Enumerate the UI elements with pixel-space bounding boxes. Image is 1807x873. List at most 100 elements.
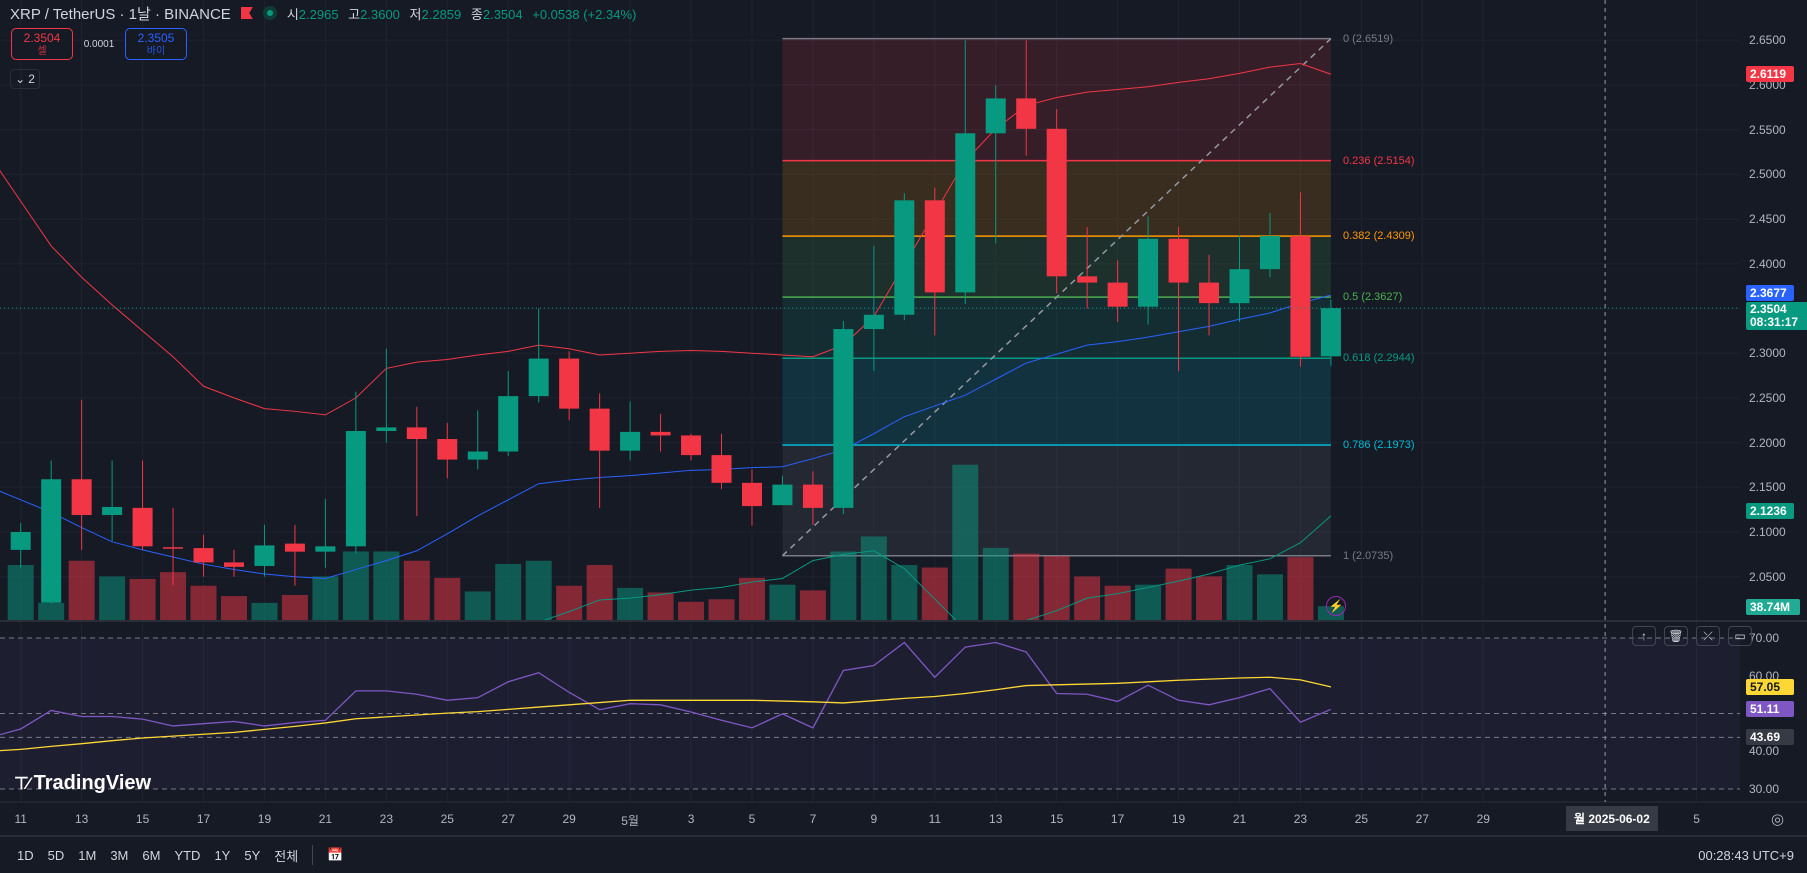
- time-axis-label: 7: [809, 812, 817, 826]
- range-1m[interactable]: 1M: [78, 847, 97, 863]
- candle-body: [193, 548, 214, 563]
- range-5d[interactable]: 5D: [47, 847, 65, 863]
- volume-bar: [678, 601, 705, 620]
- volume-bar: [1196, 576, 1223, 620]
- collapse-pane-button[interactable]: ⤫: [1696, 626, 1720, 646]
- rsi-line-tag: 43.69: [1746, 729, 1794, 746]
- volume-bar: [190, 585, 217, 620]
- range-all[interactable]: 전체: [274, 848, 299, 864]
- volume-bar: [434, 577, 461, 620]
- sell-label: 셀: [37, 46, 47, 57]
- candle-body: [833, 329, 854, 508]
- time-axis-label: 25: [1354, 812, 1369, 826]
- candle-body: [620, 431, 641, 451]
- candle-body: [10, 532, 31, 550]
- candle-body: [650, 431, 671, 436]
- time-axis-label: 19: [257, 812, 272, 826]
- time-axis-label: 5: [748, 812, 756, 826]
- volume-bar: [373, 551, 400, 620]
- volume-bar: [403, 560, 430, 620]
- fib-level-label: 0.382 (2.4309): [1343, 230, 1415, 243]
- rsi-value-tag: 51.11: [1746, 701, 1794, 718]
- range-1y[interactable]: 1Y: [214, 847, 231, 863]
- range-6m[interactable]: 6M: [142, 847, 161, 863]
- candle-body: [1138, 238, 1159, 307]
- settings-icon[interactable]: ◎: [1771, 811, 1785, 828]
- volume-bar: [921, 567, 948, 620]
- volume-bar: [1135, 584, 1162, 620]
- maximize-pane-button[interactable]: ▭: [1728, 626, 1752, 646]
- chevron-down-icon: ⌄: [15, 72, 26, 86]
- rsi-ma-line: [0, 676, 1332, 752]
- volume-bar: [464, 591, 491, 620]
- candle-body: [1107, 282, 1128, 307]
- volume-bar: [1013, 553, 1040, 620]
- range-5y[interactable]: 5Y: [244, 847, 261, 863]
- volume-bar: [38, 602, 65, 620]
- time-axis-label: 13: [989, 812, 1003, 826]
- symbol-header: XRP / TetherUS · 1날 · BINANCE 시2.2965 고2…: [10, 2, 642, 24]
- price-axis-label: 2.5000: [1749, 167, 1786, 182]
- range-3m[interactable]: 3M: [110, 847, 129, 863]
- time-axis-label: 21: [318, 812, 333, 826]
- bb-upper-line: [0, 63, 1332, 416]
- sell-button[interactable]: 2.3504 셀: [11, 28, 73, 60]
- calendar-icon[interactable]: 📅: [327, 847, 344, 862]
- fib-level-label: 0.5 (2.3627): [1343, 291, 1403, 304]
- rsi-ma-tag: 57.05: [1746, 678, 1794, 695]
- volume-bar: [1043, 556, 1070, 620]
- candle-body: [1259, 236, 1280, 270]
- volume-bar: [1256, 574, 1283, 620]
- volume-bar: [1165, 568, 1192, 620]
- volume-bar: [525, 560, 552, 620]
- price-chart[interactable]: [0, 0, 1807, 835]
- range-1d[interactable]: 1D: [17, 847, 34, 863]
- bar-countdown: 08:31:17: [1750, 315, 1799, 330]
- indicator-count: 2: [28, 72, 35, 86]
- candle-body: [1077, 276, 1098, 283]
- fib-level-label: 0.618 (2.2944): [1343, 352, 1415, 365]
- tradingview-logo[interactable]: ⊤⁄ TradingView: [14, 772, 151, 795]
- candle-body: [406, 427, 427, 440]
- volume-bar: [495, 563, 522, 620]
- lower-band-tag: 2.1236: [1746, 502, 1794, 519]
- symbol-title[interactable]: XRP / TetherUS · 1날 · BINANCE: [10, 5, 231, 23]
- candle-body: [863, 314, 884, 330]
- low-value: 2.2859: [421, 6, 462, 22]
- volume-bar: [617, 587, 644, 620]
- market-status-icon: [262, 6, 277, 20]
- move-up-button[interactable]: ↑: [1632, 626, 1656, 646]
- price-axis-label: 2.1000: [1749, 525, 1786, 539]
- close-label: 종: [470, 6, 483, 22]
- ohlc-values: 시2.2965 고2.3600 저2.2859 종2.3504 +0.0538 …: [287, 4, 643, 23]
- price-axis-label: 2.4000: [1749, 256, 1786, 271]
- lightning-icon[interactable]: ⚡: [1326, 596, 1346, 616]
- clock[interactable]: 00:28:43 UTC+9: [1698, 847, 1794, 863]
- candle-body: [772, 484, 793, 506]
- candle-body: [1320, 308, 1341, 357]
- fib-level-label: 0.236 (2.5154): [1343, 154, 1415, 167]
- volume-bar: [982, 547, 1009, 620]
- price-axis-label: 2.2500: [1749, 390, 1786, 405]
- indicators-collapse-button[interactable]: ⌄ 2: [10, 69, 40, 89]
- time-axis-label: 19: [1171, 812, 1186, 826]
- range-ytd[interactable]: YTD: [174, 847, 201, 863]
- flag-icon[interactable]: [240, 7, 253, 19]
- volume-bar: [586, 565, 613, 620]
- open-value: 2.2965: [298, 6, 339, 22]
- volume-bar: [129, 578, 156, 620]
- time-axis-label: 11: [928, 812, 942, 826]
- volume-bar: [708, 599, 735, 620]
- candle-body: [254, 545, 275, 566]
- delete-pane-button[interactable]: 🗑: [1664, 626, 1688, 646]
- buy-price: 2.3505: [137, 31, 175, 45]
- buy-button[interactable]: 2.3505 바이: [125, 28, 187, 60]
- bb-lower-line: [543, 515, 1332, 620]
- time-axis-label: 15: [135, 812, 150, 826]
- volume-bar: [7, 565, 34, 620]
- price-axis-label: 2.1500: [1749, 480, 1786, 495]
- spread: 0.0001: [83, 38, 115, 50]
- high-label: 고: [348, 6, 361, 22]
- time-axis-label: 21: [1232, 812, 1247, 826]
- time-axis-label: 27: [1415, 812, 1429, 826]
